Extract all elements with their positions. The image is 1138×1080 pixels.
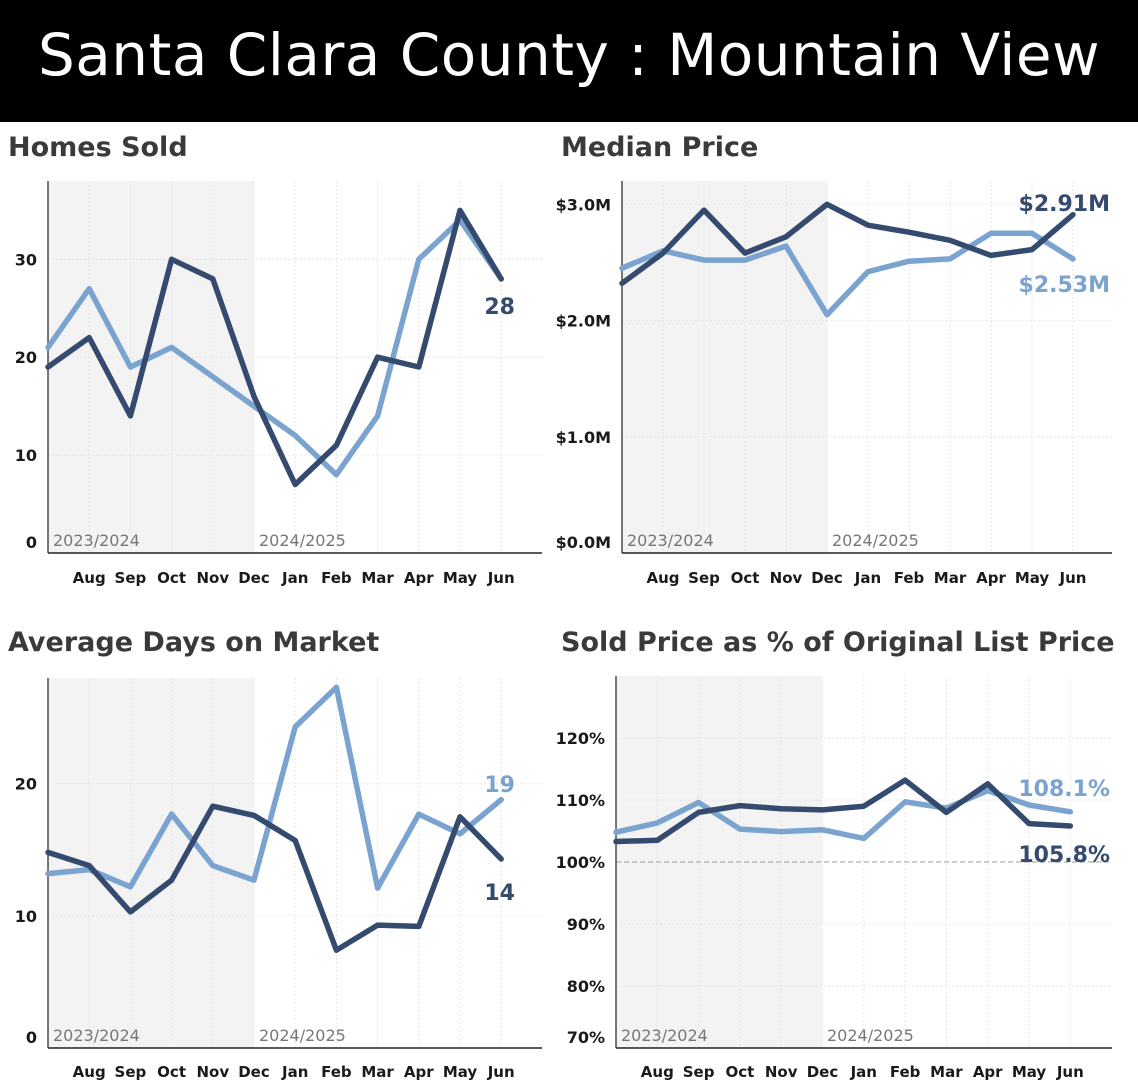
chart-3-y-tick-label: 100% [556,853,605,872]
chart-0-y-tick-label: 0 [26,533,37,552]
days-on-market-title: Average Days on Market [8,627,380,658]
chart-3-x-tick-label: Mar [930,1063,963,1080]
chart-3-x-tick-label: Oct [725,1063,754,1080]
chart-1-x-tick-label: Apr [976,569,1006,587]
chart-3-end-label-prior: 108.1% [1018,777,1110,802]
homes-sold-title: Homes Sold [8,132,188,163]
chart-1-series-current-line [619,201,1076,287]
chart-2-x-tick-label: Mar [361,1063,394,1080]
chart-1-x-tick-label: Feb [894,569,925,587]
chart-1-x-tick-label: Jun [1059,569,1087,587]
chart-2-x-tick-label: Dec [238,1063,270,1080]
chart-0-x-tick-label: Dec [238,569,270,587]
page-title: Santa Clara County : Mountain View [37,21,1101,89]
chart-0-x-tick-label: Jan [281,569,308,587]
page-title-banner: Santa Clara County : Mountain View [0,0,1138,122]
chart-3-x-tick-label: Jan [850,1063,877,1080]
chart-0-x-tick-label: Sep [115,569,147,587]
chart-2-x-tick-label: Jan [281,1063,308,1080]
chart-3-x-tick-label: May [1012,1063,1047,1080]
chart-3-x-tick-label: Aug [641,1063,674,1080]
chart-0-period-label: 2023/2024 [53,531,140,550]
chart-2-period-label: 2024/2025 [259,1026,346,1045]
chart-3-x-tick-label: Nov [765,1063,798,1080]
chart-0-period-label: 2024/2025 [259,531,346,550]
chart-1-x-tick-label: Dec [811,569,843,587]
chart-3-x-tick-label: Feb [890,1063,921,1080]
sold-vs-list-title: Sold Price as % of Original List Price [561,627,1115,658]
chart-0-x-tick-label: Jun [487,569,515,587]
chart-0-x-tick-label: Apr [404,569,434,587]
chart-0-y-tick-label: 10 [15,446,37,465]
chart-0-y-tick-label: 30 [15,250,37,269]
chart-1-x-tick-label: Sep [688,569,720,587]
chart-1-x-tick-label: Nov [770,569,803,587]
chart-2-y-tick-label: 20 [15,775,37,794]
chart-1-x-tick-label: Oct [731,569,760,587]
chart-0-series-current-line [45,207,504,488]
chart-0-x-tick-label: Oct [157,569,186,587]
chart-3-x-tick-label: Dec [807,1063,839,1080]
chart-0-x-tick-label: Mar [361,569,394,587]
chart-3-series-current-line [613,777,1074,845]
chart-3-end-label-current: 105.8% [1018,843,1110,868]
chart-3-period-label: 2024/2025 [827,1026,914,1045]
chart-3-prior-period-shade [616,676,822,1048]
chart-1-x-tick-label: Jan [854,569,881,587]
chart-2-x-tick-label: May [443,1063,478,1080]
chart-1-x-tick-label: May [1015,569,1050,587]
chart-0-x-tick-label: Aug [73,569,106,587]
chart-1-x-tick-label: Mar [934,569,967,587]
median-price-title: Median Price [561,132,759,163]
chart-1-period-label: 2023/2024 [627,531,714,550]
chart-2-series-current-line [45,803,504,953]
chart-2-x-tick-label: Jun [487,1063,515,1080]
chart-0-x-tick-label: May [443,569,478,587]
chart-0-x-tick-label: Feb [321,569,352,587]
chart-0-series-prior-line [45,217,504,478]
chart-2-series-prior-line [45,684,504,891]
chart-2-x-tick-label: Feb [321,1063,352,1080]
chart-2-x-tick-label: Sep [115,1063,147,1080]
chart-1-y-tick-label: $3.0M [556,195,611,214]
chart-2-end-label-prior: 19 [484,773,515,798]
chart-2-y-tick-label: 10 [15,907,37,926]
chart-2-x-tick-label: Apr [404,1063,434,1080]
chart-1-y-tick-label: $1.0M [556,428,611,447]
chart-3-x-tick-label: Apr [973,1063,1003,1080]
chart-2-x-tick-label: Aug [73,1063,106,1080]
chart-2-x-tick-label: Nov [196,1063,229,1080]
chart-3-x-tick-label: Sep [683,1063,715,1080]
chart-0-x-tick-label: Nov [196,569,229,587]
chart-1-series-prior-line [619,230,1076,318]
chart-0-y-tick-label: 20 [15,348,37,367]
chart-2-period-label: 2023/2024 [53,1026,140,1045]
chart-3-x-tick-label: Jun [1056,1063,1084,1080]
chart-3-y-tick-label: 90% [567,915,605,934]
chart-1-end-label-prior: $2.53M [1019,273,1110,298]
chart-2-x-tick-label: Oct [157,1063,186,1080]
chart-1-y-tick-label: $0.0M [556,533,611,552]
chart-0-end-label-current: 28 [484,295,515,320]
chart-2-y-tick-label: 0 [26,1028,37,1047]
chart-1-prior-period-shade [622,181,827,553]
chart-2-end-label-current: 14 [484,881,515,906]
chart-3-y-tick-label: 70% [567,1028,605,1047]
chart-3-y-tick-label: 80% [567,977,605,996]
chart-3-period-label: 2023/2024 [621,1026,708,1045]
chart-1-period-label: 2024/2025 [832,531,919,550]
chart-1-x-tick-label: Aug [646,569,679,587]
chart-1-y-tick-label: $2.0M [556,312,611,331]
chart-1-end-label-current: $2.91M [1019,192,1110,217]
chart-0-prior-period-shade [48,181,254,553]
chart-3-y-tick-label: 120% [556,729,605,748]
chart-3-y-tick-label: 110% [556,791,605,810]
